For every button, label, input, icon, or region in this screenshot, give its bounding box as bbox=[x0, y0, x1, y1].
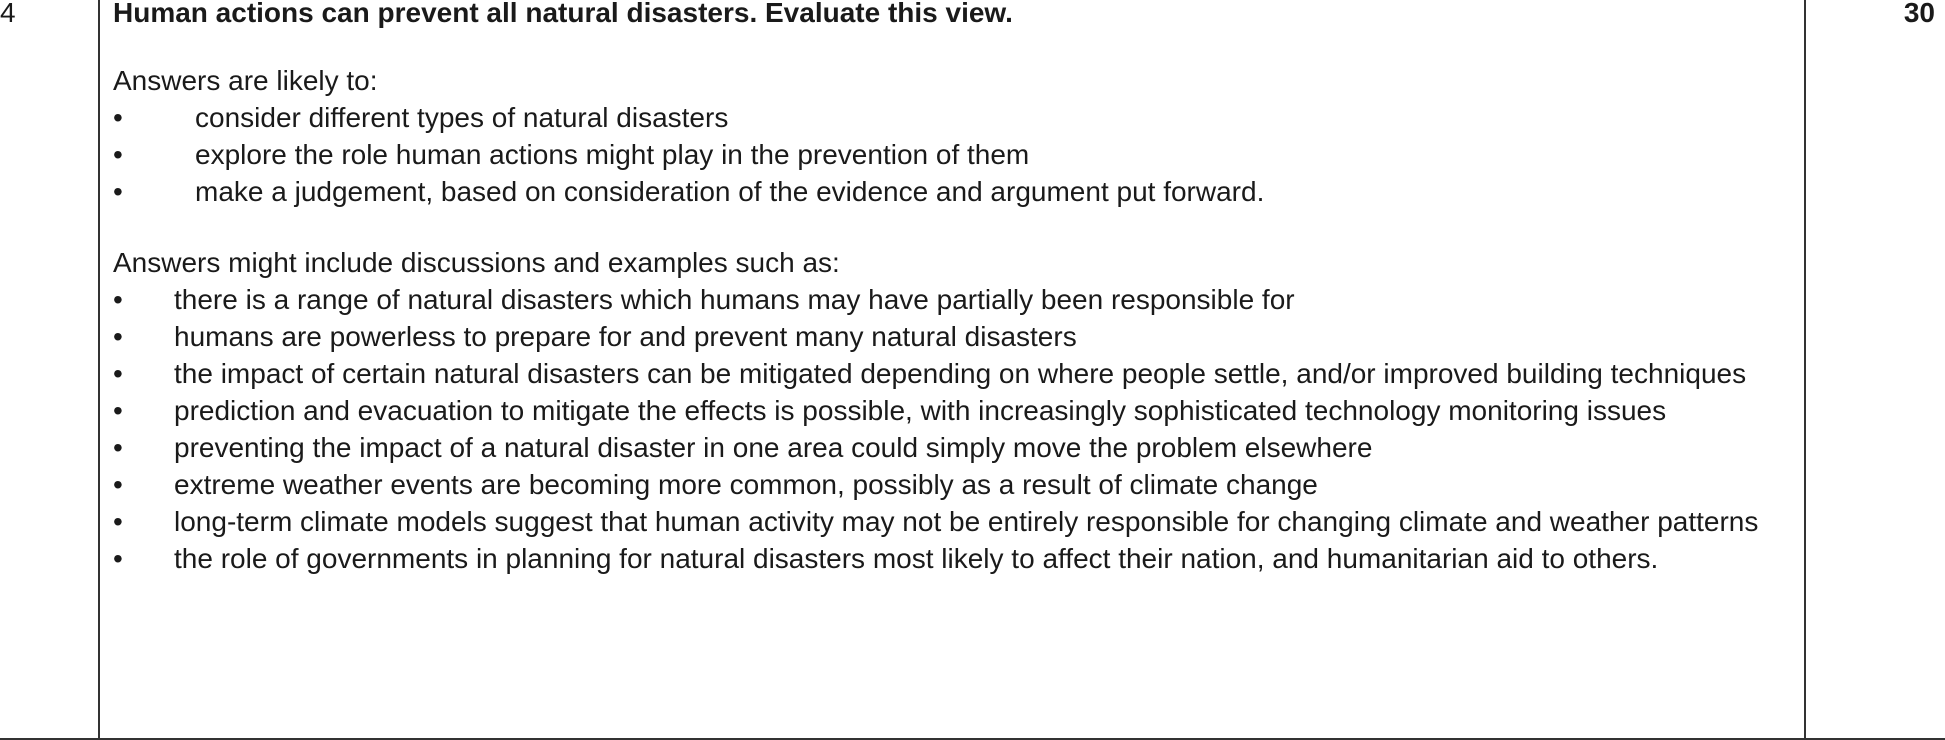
bullet-icon: • bbox=[113, 358, 123, 389]
list-item: • consider different types of natural dis… bbox=[113, 99, 1793, 136]
question-text: Human actions can prevent all natural di… bbox=[113, 0, 1013, 28]
marks-value: 30 bbox=[1903, 0, 1935, 28]
list-item: • the role of governments in planning for… bbox=[113, 540, 1793, 577]
list-item: • long-term climate models suggest that h… bbox=[113, 503, 1793, 540]
list-item: • extreme weather events are becoming mor… bbox=[113, 466, 1793, 503]
bullet-icon: • bbox=[113, 469, 123, 500]
list-item: • the impact of certain natural disasters… bbox=[113, 355, 1793, 392]
question-number: 4 bbox=[0, 0, 16, 28]
bullet-icon: • bbox=[113, 321, 123, 352]
bullet-icon: • bbox=[113, 395, 123, 426]
list-item: • preventing the impact of a natural disa… bbox=[113, 429, 1793, 466]
column-divider-left bbox=[98, 0, 100, 739]
bullet-icon: • bbox=[113, 506, 123, 537]
bullet-icon: • bbox=[113, 284, 123, 315]
likely-intro: Answers are likely to: bbox=[113, 65, 378, 96]
list-item: • humans are powerless to prepare for and… bbox=[113, 318, 1793, 355]
bullet-icon: • bbox=[113, 176, 123, 207]
bullet-icon: • bbox=[113, 432, 123, 463]
include-points-list: • there is a range of natural disasters w… bbox=[113, 281, 1793, 577]
row-bottom-border bbox=[0, 738, 1945, 740]
list-item: • make a judgement, based on consideratio… bbox=[113, 173, 1793, 210]
answer-guidance: Human actions can prevent all natural di… bbox=[113, 0, 1793, 577]
list-item: • there is a range of natural disasters w… bbox=[113, 281, 1793, 318]
bullet-icon: • bbox=[113, 139, 123, 170]
bullet-icon: • bbox=[113, 102, 123, 133]
column-divider-right bbox=[1804, 0, 1806, 739]
include-intro: Answers might include discussions and ex… bbox=[113, 247, 840, 278]
likely-points-list: • consider different types of natural dis… bbox=[113, 99, 1793, 210]
list-item: • explore the role human actions might pl… bbox=[113, 136, 1793, 173]
list-item: • prediction and evacuation to mitigate t… bbox=[113, 392, 1793, 429]
bullet-icon: • bbox=[113, 543, 123, 574]
